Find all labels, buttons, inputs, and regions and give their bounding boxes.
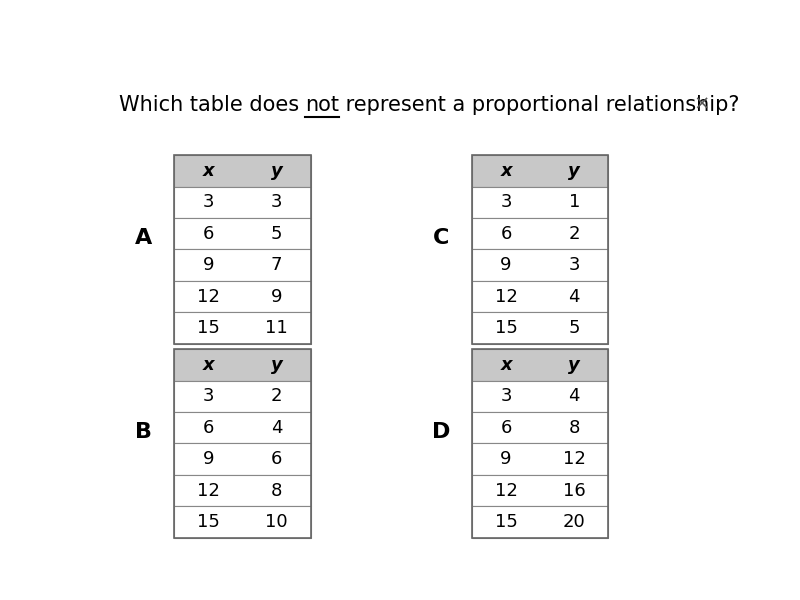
Text: 4: 4 xyxy=(569,287,580,305)
Text: 7: 7 xyxy=(271,256,282,274)
Bar xyxy=(174,412,310,443)
Text: y: y xyxy=(271,356,282,374)
Bar xyxy=(472,281,608,312)
Text: 4: 4 xyxy=(271,419,282,437)
Bar xyxy=(472,250,608,281)
Text: y: y xyxy=(569,162,580,180)
Text: 15: 15 xyxy=(494,513,518,531)
Text: 3: 3 xyxy=(202,388,214,406)
Bar xyxy=(472,218,608,250)
Bar xyxy=(174,281,310,312)
Text: 1: 1 xyxy=(569,193,580,211)
Text: 6: 6 xyxy=(203,224,214,242)
Bar xyxy=(472,506,608,538)
Text: 6: 6 xyxy=(501,419,512,437)
Text: 15: 15 xyxy=(197,513,220,531)
Bar xyxy=(472,475,608,506)
Text: 20: 20 xyxy=(563,513,586,531)
Bar xyxy=(174,250,310,281)
Bar xyxy=(472,380,608,412)
Text: 8: 8 xyxy=(569,419,580,437)
Text: 15: 15 xyxy=(494,319,518,337)
Text: represent a proportional relationship?: represent a proportional relationship? xyxy=(339,95,740,115)
Text: 3: 3 xyxy=(271,193,282,211)
Text: 6: 6 xyxy=(501,224,512,242)
Bar xyxy=(174,443,310,475)
Bar xyxy=(472,312,608,344)
Bar xyxy=(174,155,310,344)
Text: 3: 3 xyxy=(500,193,512,211)
Text: 6: 6 xyxy=(203,419,214,437)
Text: 16: 16 xyxy=(563,482,586,500)
Text: 15: 15 xyxy=(197,319,220,337)
Text: 5: 5 xyxy=(569,319,580,337)
Bar xyxy=(174,380,310,412)
Text: 2: 2 xyxy=(271,388,282,406)
Text: y: y xyxy=(271,162,282,180)
Bar xyxy=(472,412,608,443)
Text: not: not xyxy=(306,95,339,115)
Text: 9: 9 xyxy=(271,287,282,305)
Bar xyxy=(472,349,608,538)
Bar xyxy=(472,155,608,344)
Text: 3: 3 xyxy=(202,193,214,211)
Text: D: D xyxy=(432,422,450,442)
Text: C: C xyxy=(433,229,449,248)
Text: 6: 6 xyxy=(271,450,282,468)
Bar xyxy=(174,349,310,380)
Text: x: x xyxy=(500,162,512,180)
Bar xyxy=(472,187,608,218)
Text: y: y xyxy=(569,356,580,374)
Text: A: A xyxy=(134,229,152,248)
Bar xyxy=(174,187,310,218)
Text: 4: 4 xyxy=(569,388,580,406)
Bar xyxy=(174,312,310,344)
Text: 12: 12 xyxy=(197,482,220,500)
Text: 9: 9 xyxy=(202,450,214,468)
Text: 9: 9 xyxy=(202,256,214,274)
Text: 12: 12 xyxy=(494,287,518,305)
Text: ×: × xyxy=(694,95,710,114)
Text: 11: 11 xyxy=(266,319,288,337)
Text: 12: 12 xyxy=(563,450,586,468)
Text: 9: 9 xyxy=(500,450,512,468)
Bar xyxy=(472,443,608,475)
Text: 3: 3 xyxy=(569,256,580,274)
Text: 12: 12 xyxy=(197,287,220,305)
Bar xyxy=(174,506,310,538)
Bar xyxy=(174,155,310,187)
Bar xyxy=(472,349,608,380)
Text: 5: 5 xyxy=(271,224,282,242)
Bar xyxy=(174,475,310,506)
Text: 12: 12 xyxy=(494,482,518,500)
Text: 3: 3 xyxy=(500,388,512,406)
Text: 10: 10 xyxy=(266,513,288,531)
Text: 9: 9 xyxy=(500,256,512,274)
Bar xyxy=(174,218,310,250)
Bar xyxy=(472,155,608,187)
Text: x: x xyxy=(202,356,214,374)
Text: 2: 2 xyxy=(569,224,580,242)
Text: Which table does: Which table does xyxy=(118,95,306,115)
Bar xyxy=(174,349,310,538)
Text: x: x xyxy=(202,162,214,180)
Text: x: x xyxy=(500,356,512,374)
Text: 8: 8 xyxy=(271,482,282,500)
Text: B: B xyxy=(135,422,152,442)
